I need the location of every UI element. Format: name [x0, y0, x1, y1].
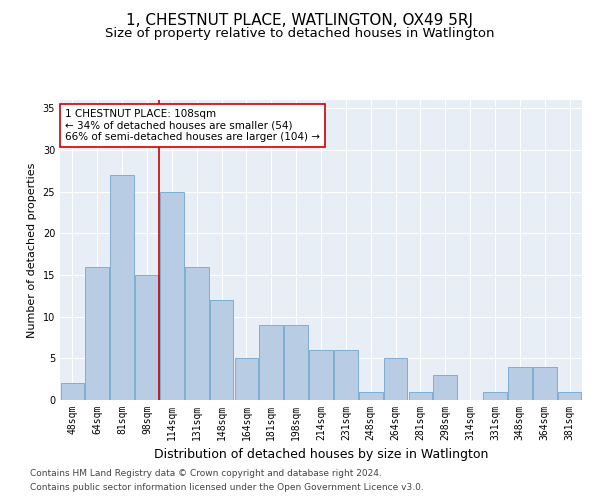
Bar	[135, 275, 159, 400]
Text: Contains HM Land Registry data © Crown copyright and database right 2024.: Contains HM Land Registry data © Crown c…	[30, 468, 382, 477]
Y-axis label: Number of detached properties: Number of detached properties	[27, 162, 37, 338]
Text: 1, CHESTNUT PLACE, WATLINGTON, OX49 5RJ: 1, CHESTNUT PLACE, WATLINGTON, OX49 5RJ	[127, 12, 473, 28]
Bar	[359, 392, 383, 400]
Text: 1 CHESTNUT PLACE: 108sqm
← 34% of detached houses are smaller (54)
66% of semi-d: 1 CHESTNUT PLACE: 108sqm ← 34% of detach…	[65, 109, 320, 142]
Bar	[409, 392, 432, 400]
Bar	[309, 350, 333, 400]
Bar	[508, 366, 532, 400]
Bar	[160, 192, 184, 400]
Bar	[85, 266, 109, 400]
X-axis label: Distribution of detached houses by size in Watlington: Distribution of detached houses by size …	[154, 448, 488, 462]
Bar	[210, 300, 233, 400]
Bar	[334, 350, 358, 400]
Bar	[235, 358, 258, 400]
Bar	[483, 392, 507, 400]
Bar	[384, 358, 407, 400]
Bar	[533, 366, 557, 400]
Bar	[433, 375, 457, 400]
Bar	[61, 384, 84, 400]
Text: Contains public sector information licensed under the Open Government Licence v3: Contains public sector information licen…	[30, 484, 424, 492]
Text: Size of property relative to detached houses in Watlington: Size of property relative to detached ho…	[105, 28, 495, 40]
Bar	[185, 266, 209, 400]
Bar	[558, 392, 581, 400]
Bar	[110, 175, 134, 400]
Bar	[259, 325, 283, 400]
Bar	[284, 325, 308, 400]
